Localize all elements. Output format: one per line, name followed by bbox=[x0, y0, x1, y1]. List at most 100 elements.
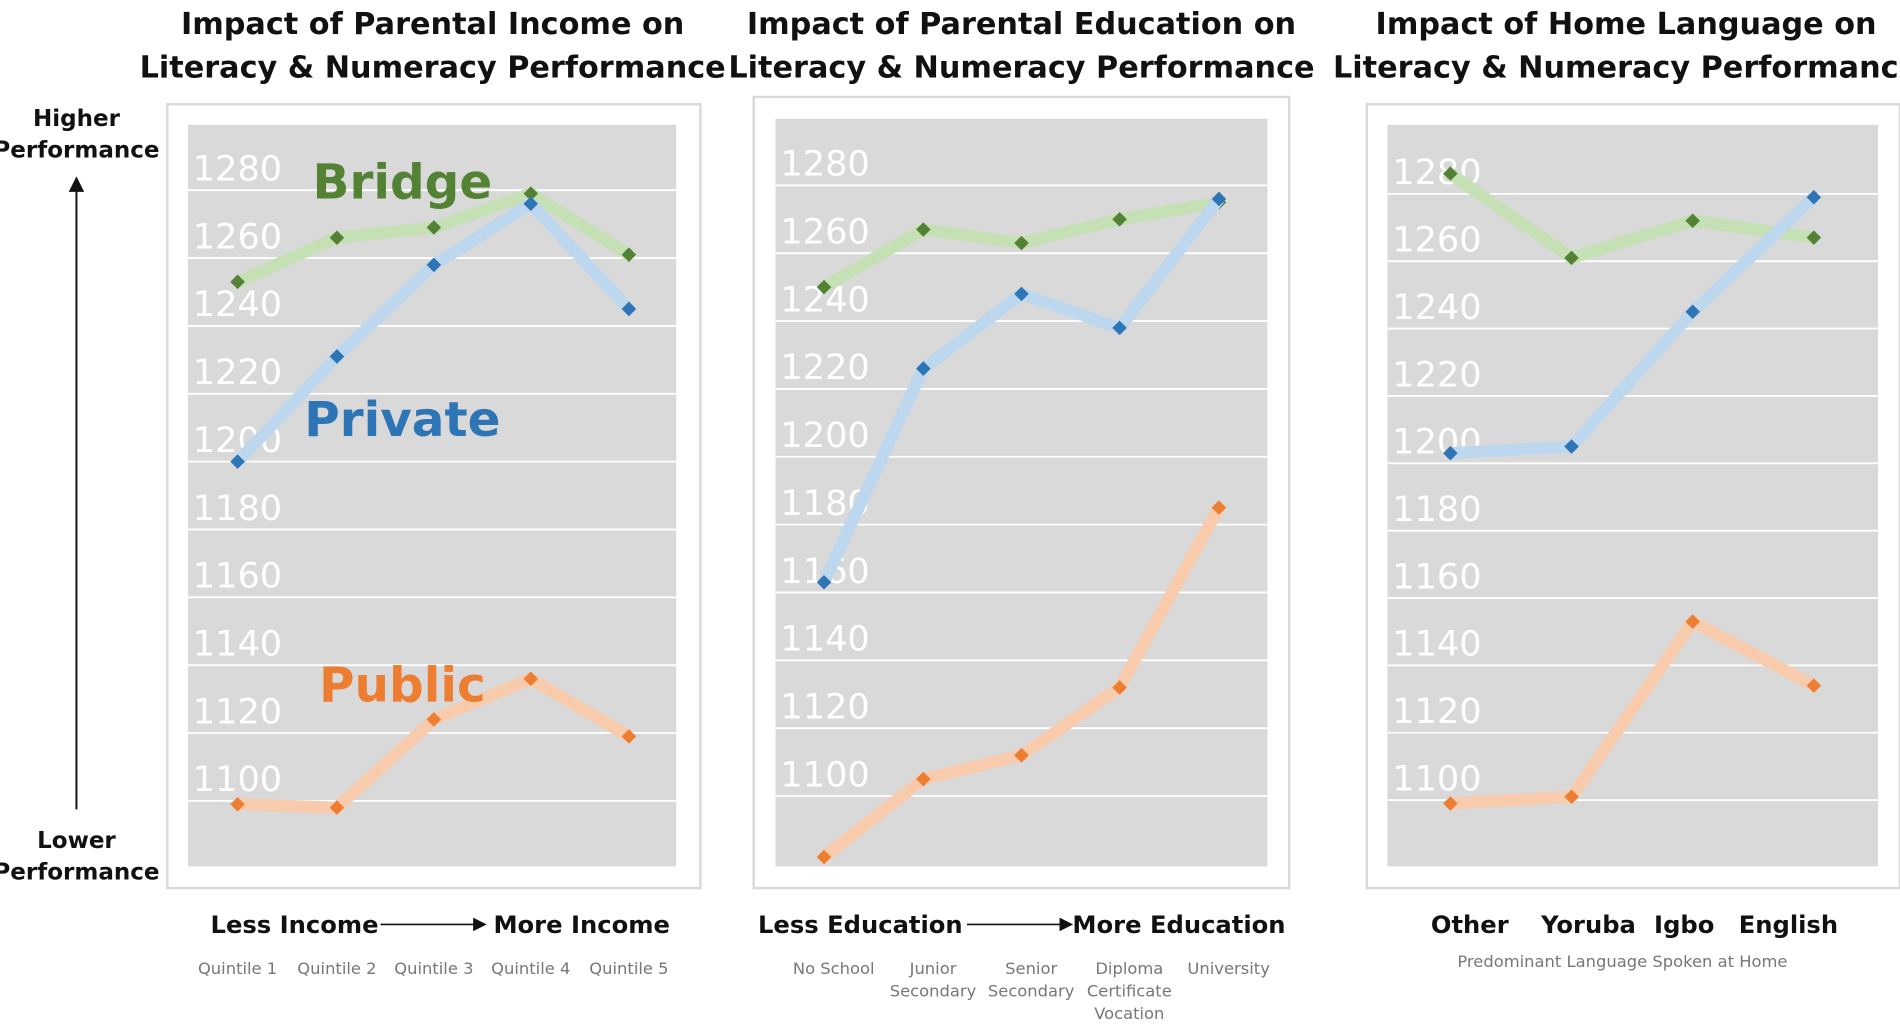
series-label-public: Public bbox=[319, 658, 486, 714]
series-line-private bbox=[1450, 192, 1819, 460]
direction-left-label: Less Income bbox=[211, 911, 379, 939]
y-tick-label: 1140 bbox=[780, 619, 869, 660]
data-point-bridge bbox=[329, 230, 345, 245]
chart-title: Literacy & Numeracy Performance bbox=[1333, 51, 1900, 86]
plot-area bbox=[187, 124, 677, 867]
y-tick-label: 1260 bbox=[193, 216, 282, 257]
data-point-bridge bbox=[1806, 230, 1822, 245]
data-point-bridge bbox=[1443, 166, 1458, 181]
series-line-public bbox=[1450, 615, 1817, 810]
series-line-bridge bbox=[1446, 168, 1815, 264]
y-tick-label: 1220 bbox=[1392, 354, 1481, 395]
data-point-private bbox=[916, 361, 931, 376]
y-tick-label: 1100 bbox=[193, 759, 282, 800]
chart-title: Impact of Home Language on bbox=[1376, 7, 1877, 42]
data-point-bridge bbox=[1112, 212, 1127, 227]
y-tick-label: 1160 bbox=[193, 556, 282, 597]
y-tick-label: 1200 bbox=[780, 415, 869, 456]
data-point-public bbox=[329, 800, 345, 815]
y-tick-label: 1140 bbox=[1392, 624, 1481, 665]
data-point-private bbox=[426, 257, 442, 273]
y-tick-label: 1260 bbox=[1392, 220, 1481, 261]
y-tick-label: 1120 bbox=[193, 691, 282, 732]
chart-3: Impact of Home Language on Literacy & Num… bbox=[1333, 7, 1900, 971]
data-point-public bbox=[916, 771, 931, 787]
data-point-private bbox=[523, 196, 539, 212]
y-tick-label: 1240 bbox=[193, 284, 282, 325]
chart-1: Impact of Parental Income on Literacy & N… bbox=[140, 7, 726, 978]
x-category-label: Vocation bbox=[1094, 1004, 1164, 1023]
x-category-label: Quintile 2 bbox=[297, 959, 376, 978]
lower-label-1: Lower bbox=[37, 828, 116, 854]
direction-right-label: More Education bbox=[1072, 911, 1285, 939]
y-tick-label: 1220 bbox=[193, 352, 282, 393]
x-category-label: Junior bbox=[909, 959, 957, 978]
data-point-private bbox=[621, 301, 637, 317]
data-point-bridge bbox=[621, 247, 637, 262]
side-axis: Higher Performance Lower Performance bbox=[0, 106, 160, 886]
data-point-bridge bbox=[523, 186, 539, 201]
higher-label-1: Higher bbox=[33, 106, 121, 132]
data-point-bridge bbox=[1014, 235, 1029, 251]
y-tick-label: 1100 bbox=[780, 754, 869, 795]
data-point-public bbox=[816, 849, 832, 865]
y-tick-label: 1100 bbox=[1392, 758, 1481, 799]
y-tick-label: 1180 bbox=[193, 488, 282, 529]
y-tick-label: 1240 bbox=[1392, 287, 1481, 328]
data-point-public bbox=[523, 671, 539, 686]
data-point-private bbox=[1112, 320, 1127, 336]
data-point-public bbox=[1112, 680, 1127, 695]
x-category-label: Yoruba bbox=[1540, 911, 1636, 939]
chart-title: Literacy & Numeracy Performance bbox=[140, 51, 726, 86]
y-tick-label: 1120 bbox=[1392, 691, 1481, 732]
data-point-private bbox=[1014, 286, 1029, 302]
x-category-label: No School bbox=[793, 959, 875, 978]
data-point-bridge bbox=[916, 222, 931, 237]
chart-2: Impact of Parental Education on Literacy … bbox=[728, 7, 1314, 1023]
x-category-label: Certificate bbox=[1087, 982, 1172, 1001]
x-category-label: Quintile 5 bbox=[589, 959, 668, 978]
x-category-label: Igbo bbox=[1654, 911, 1714, 939]
data-point-private bbox=[1806, 189, 1822, 205]
x-category-label: Quintile 4 bbox=[491, 959, 570, 978]
x-category-label: Senior bbox=[1005, 959, 1057, 978]
data-point-private bbox=[816, 575, 832, 590]
data-point-public bbox=[1685, 614, 1700, 629]
y-tick-label: 1160 bbox=[1392, 556, 1481, 597]
data-point-public bbox=[1443, 796, 1458, 811]
series-label-bridge: Bridge bbox=[313, 155, 493, 211]
plot-area bbox=[1387, 124, 1879, 867]
x-category-label: Quintile 3 bbox=[394, 959, 473, 978]
data-point-bridge bbox=[1685, 213, 1700, 229]
y-tick-label: 1120 bbox=[780, 686, 869, 727]
data-point-public bbox=[1014, 748, 1029, 763]
x-category-label: University bbox=[1187, 959, 1270, 978]
direction-left-label: Less Education bbox=[758, 911, 963, 939]
x-category-label: Secondary bbox=[890, 982, 977, 1001]
data-point-public bbox=[230, 796, 245, 812]
x-category-label: Quintile 1 bbox=[198, 959, 277, 978]
data-point-private bbox=[1443, 445, 1458, 461]
chart-title: Literacy & Numeracy Performance bbox=[728, 51, 1314, 86]
y-tick-label: 1220 bbox=[780, 347, 869, 388]
data-point-public bbox=[1806, 678, 1822, 693]
y-tick-label: 1140 bbox=[193, 623, 282, 664]
data-point-private bbox=[1564, 439, 1579, 454]
x-category-label: Diploma bbox=[1095, 959, 1163, 978]
x-category-label: English bbox=[1739, 911, 1838, 939]
chart-title: Impact of Parental Income on bbox=[181, 7, 684, 42]
y-tick-label: 1180 bbox=[1392, 489, 1481, 530]
data-point-bridge bbox=[426, 220, 442, 235]
data-point-private bbox=[1211, 191, 1227, 207]
data-point-public bbox=[426, 712, 442, 727]
data-point-public bbox=[621, 729, 637, 744]
higher-label-2: Performance bbox=[0, 138, 160, 164]
direction-right-label: More Income bbox=[493, 911, 669, 939]
x-category-label: Other bbox=[1431, 911, 1509, 939]
series-label-private: Private bbox=[304, 392, 500, 448]
lower-label-2: Performance bbox=[0, 860, 160, 886]
data-point-public bbox=[1211, 500, 1227, 515]
y-tick-label: 1280 bbox=[780, 144, 869, 185]
data-point-public bbox=[1564, 789, 1579, 805]
